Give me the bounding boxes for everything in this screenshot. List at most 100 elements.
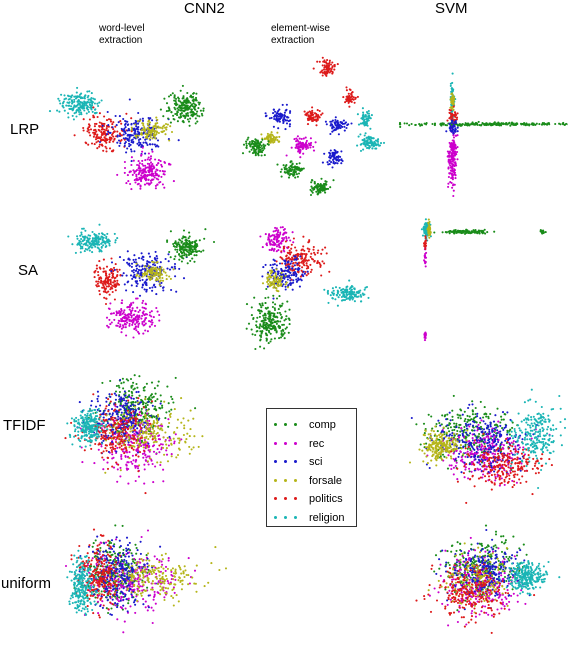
point-forsale	[275, 136, 278, 139]
point-rec	[130, 319, 133, 322]
point-religion	[377, 138, 380, 141]
point-forsale	[148, 137, 151, 140]
point-rec	[141, 311, 144, 314]
point-politics	[298, 264, 301, 267]
point-comp	[118, 390, 121, 394]
point-religion	[425, 231, 428, 234]
point-politics	[109, 139, 112, 142]
point-politics	[424, 240, 427, 243]
point-comp	[168, 250, 171, 254]
point-comp	[271, 305, 274, 309]
point-comp	[311, 191, 314, 194]
point-politics	[112, 149, 115, 152]
point-comp	[173, 106, 176, 109]
point-comp	[325, 187, 328, 190]
point-rec	[425, 251, 428, 254]
point-politics	[297, 271, 300, 274]
point-forsale	[268, 281, 272, 284]
point-politics	[98, 121, 101, 124]
point-rec	[279, 246, 282, 249]
point-rec	[144, 329, 147, 332]
point-politics	[320, 113, 323, 116]
point-rec	[149, 155, 153, 158]
point-comp	[193, 108, 196, 111]
point-rec	[155, 168, 158, 171]
point-comp	[461, 123, 464, 126]
point-rec	[124, 326, 127, 329]
point-rec	[447, 185, 450, 188]
point-comp	[247, 322, 251, 325]
point-comp	[332, 179, 335, 182]
point-politics	[112, 128, 115, 131]
point-rec	[133, 318, 136, 321]
point-politics	[105, 147, 108, 150]
point-politics	[99, 281, 102, 284]
point-comp	[174, 255, 177, 258]
point-religion	[360, 300, 363, 303]
point-politics	[287, 257, 290, 260]
point-sci	[290, 260, 293, 263]
point-sci	[127, 280, 130, 283]
point-religion	[323, 288, 326, 291]
point-rec	[271, 247, 274, 250]
point-sci	[283, 115, 286, 118]
point-politics	[104, 140, 107, 143]
point-sci	[140, 145, 143, 148]
point-comp	[188, 107, 191, 110]
point-rec	[279, 231, 282, 234]
point-comp	[192, 92, 195, 95]
point-comp	[161, 406, 164, 409]
point-rec	[297, 140, 300, 143]
point-sci	[124, 126, 127, 129]
point-rec	[115, 324, 118, 327]
point-rec	[424, 261, 427, 264]
point-rec	[279, 241, 282, 244]
point-religion	[98, 243, 101, 246]
point-comp	[188, 235, 191, 238]
point-forsale	[147, 127, 150, 130]
point-politics	[328, 61, 331, 64]
point-comp	[495, 123, 498, 126]
point-sci	[332, 125, 335, 128]
point-sci	[175, 290, 178, 293]
point-rec	[120, 327, 123, 330]
point-rec	[149, 320, 152, 323]
point-rec	[134, 170, 137, 173]
point-rec	[449, 169, 452, 172]
point-comp	[169, 230, 172, 233]
point-politics	[305, 274, 308, 277]
point-politics	[307, 111, 310, 114]
point-religion	[353, 295, 356, 298]
point-religion	[100, 250, 103, 253]
point-rec	[273, 244, 276, 247]
point-politics	[312, 67, 315, 70]
point-religion	[83, 102, 86, 105]
point-religion	[67, 104, 70, 107]
point-politics	[289, 258, 292, 261]
point-forsale	[157, 125, 160, 128]
point-politics	[317, 249, 320, 252]
point-rec	[302, 143, 305, 146]
point-politics	[103, 136, 106, 139]
point-comp	[187, 100, 190, 103]
point-politics	[323, 72, 326, 75]
point-comp	[192, 98, 195, 101]
point-religion	[94, 234, 97, 237]
point-rec	[137, 316, 140, 319]
point-comp	[493, 230, 496, 233]
point-politics	[115, 268, 118, 271]
point-comp	[194, 407, 197, 410]
point-rec	[283, 236, 286, 240]
point-comp	[546, 122, 549, 125]
point-forsale	[155, 261, 158, 264]
point-rec	[136, 163, 139, 167]
point-politics	[307, 114, 310, 117]
point-comp	[423, 122, 426, 125]
point-comp	[267, 310, 270, 313]
point-comp	[177, 116, 181, 119]
point-religion	[348, 296, 351, 300]
point-rec	[127, 316, 130, 319]
point-rec	[125, 314, 128, 317]
point-sci	[129, 143, 132, 146]
point-rec	[157, 159, 160, 162]
